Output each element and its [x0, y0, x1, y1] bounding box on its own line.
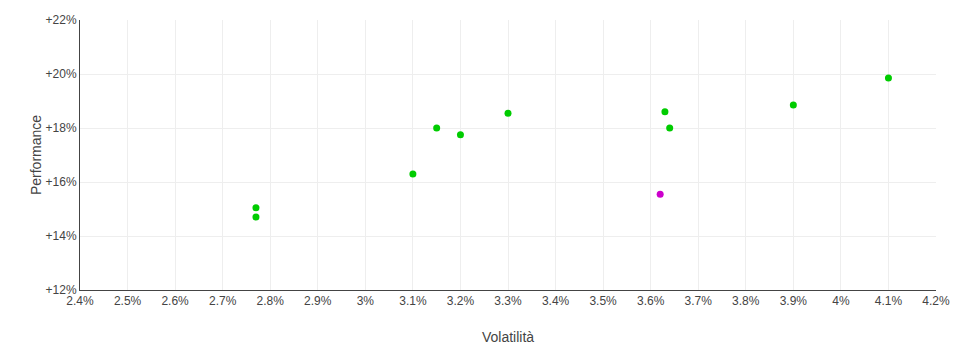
svg-text:+20%: +20% [46, 67, 77, 81]
svg-text:4%: 4% [832, 294, 850, 308]
svg-text:+12%: +12% [46, 283, 77, 297]
svg-text:+22%: +22% [46, 13, 77, 27]
svg-text:+16%: +16% [46, 175, 77, 189]
svg-text:+14%: +14% [46, 229, 77, 243]
svg-text:3.4%: 3.4% [542, 294, 570, 308]
svg-text:3.3%: 3.3% [494, 294, 522, 308]
svg-text:4.1%: 4.1% [875, 294, 903, 308]
svg-text:2.6%: 2.6% [161, 294, 189, 308]
svg-text:2.9%: 2.9% [304, 294, 332, 308]
svg-text:3.9%: 3.9% [780, 294, 808, 308]
svg-text:3.7%: 3.7% [685, 294, 713, 308]
svg-text:3.1%: 3.1% [399, 294, 427, 308]
svg-text:3%: 3% [357, 294, 375, 308]
svg-text:2.8%: 2.8% [257, 294, 285, 308]
svg-text:2.5%: 2.5% [114, 294, 142, 308]
svg-text:+18%: +18% [46, 121, 77, 135]
svg-text:Volatilità: Volatilità [482, 329, 534, 345]
svg-text:2.7%: 2.7% [209, 294, 237, 308]
svg-text:Performance: Performance [28, 115, 44, 195]
svg-text:3.2%: 3.2% [447, 294, 475, 308]
svg-text:3.5%: 3.5% [589, 294, 617, 308]
svg-text:2.4%: 2.4% [66, 294, 94, 308]
svg-text:3.6%: 3.6% [637, 294, 665, 308]
svg-text:3.8%: 3.8% [732, 294, 760, 308]
svg-text:4.2%: 4.2% [922, 294, 950, 308]
